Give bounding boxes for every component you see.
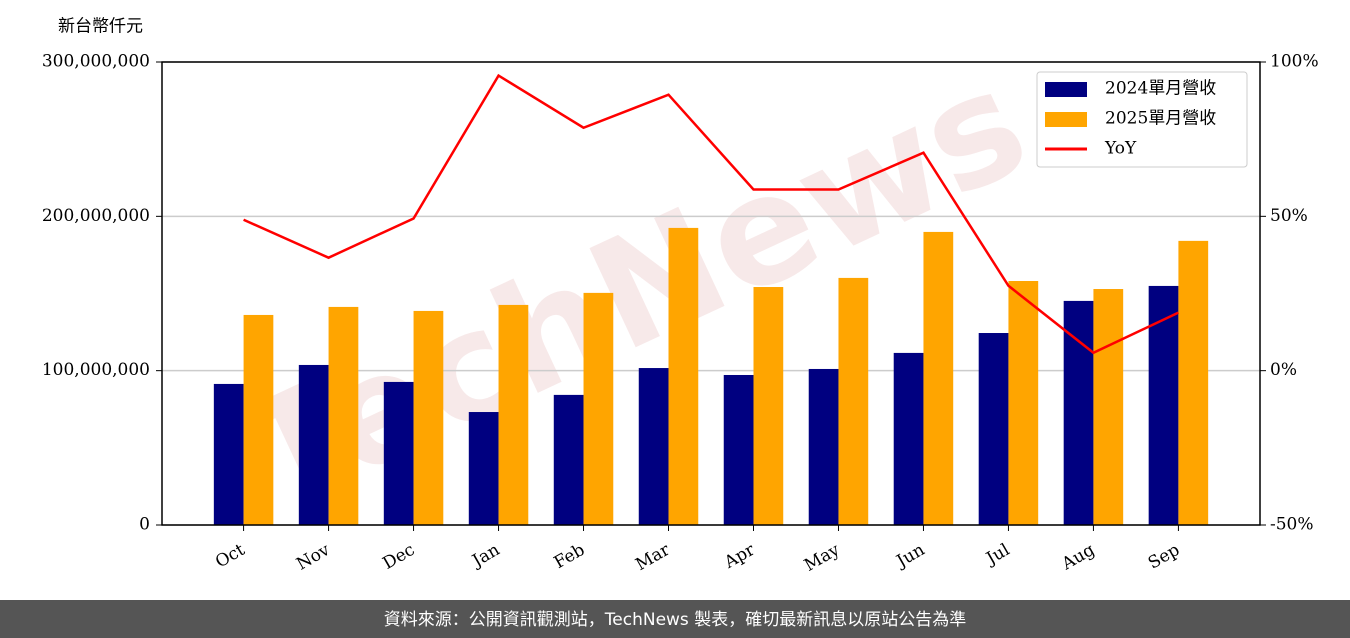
legend-label: 2024單月營收: [1105, 79, 1216, 99]
bar: [328, 306, 359, 525]
bar: [753, 287, 784, 525]
bar: [1008, 280, 1039, 525]
bar: [1063, 300, 1094, 525]
bar: [298, 364, 329, 525]
bar: [468, 412, 499, 525]
legend-box: [1036, 71, 1248, 168]
y-tick-label: 200,000,000: [42, 206, 150, 226]
y2-tick-label: 50%: [1270, 206, 1308, 226]
legend-swatch: [1045, 112, 1087, 127]
bar: [553, 394, 584, 525]
bar: [808, 368, 839, 525]
bar: [1148, 285, 1179, 525]
footer: 資料來源：公開資訊觀測站，TechNews 製表，確切最新訊息以原站公告為準: [384, 610, 966, 630]
bar: [383, 381, 414, 525]
y-tick-label: 100,000,000: [42, 360, 150, 380]
legend-label: YoY: [1104, 139, 1137, 159]
x-tick-label: Jul: [981, 540, 1013, 570]
legend-swatch: [1045, 82, 1087, 97]
x-tick-label: Feb: [551, 540, 589, 573]
bar: [923, 231, 954, 525]
bar: [723, 374, 754, 525]
bar: [213, 383, 244, 525]
bar: [668, 227, 699, 526]
yoy-line: [243, 73, 1179, 355]
bar: [243, 314, 274, 525]
bar: [1178, 240, 1209, 526]
bar: [583, 292, 614, 525]
x-tick-label: Aug: [1058, 540, 1099, 575]
bar: [838, 277, 869, 525]
bar: [498, 304, 529, 525]
y2-tick-label: 100%: [1270, 52, 1319, 72]
bar: [893, 352, 924, 525]
x-tick-label: Nov: [293, 540, 333, 575]
y-tick-label: 300,000,000: [42, 52, 150, 72]
plot-frame: [161, 61, 1261, 526]
bar: [413, 310, 444, 525]
x-tick-label: Mar: [632, 539, 674, 575]
x-tick-label: Sep: [1145, 540, 1183, 574]
y-axis-title: 新台幣仟元: [58, 17, 143, 37]
x-tick-label: Jan: [467, 540, 503, 572]
legend-label: 2025單月營收: [1105, 109, 1216, 129]
x-tick-label: Oct: [212, 540, 248, 573]
x-tick-label: Apr: [720, 539, 759, 573]
x-tick-label: Dec: [380, 540, 419, 574]
bar: [638, 368, 669, 525]
y2-tick-label: -50%: [1270, 515, 1314, 535]
y2-tick-label: 0%: [1270, 360, 1297, 380]
bar: [1093, 289, 1124, 525]
bar: [978, 333, 1009, 525]
x-tick-label: May: [801, 540, 844, 576]
x-tick-label: Jun: [892, 540, 929, 573]
footer-bar: [0, 600, 1350, 638]
y-tick-label: 0: [139, 515, 150, 535]
